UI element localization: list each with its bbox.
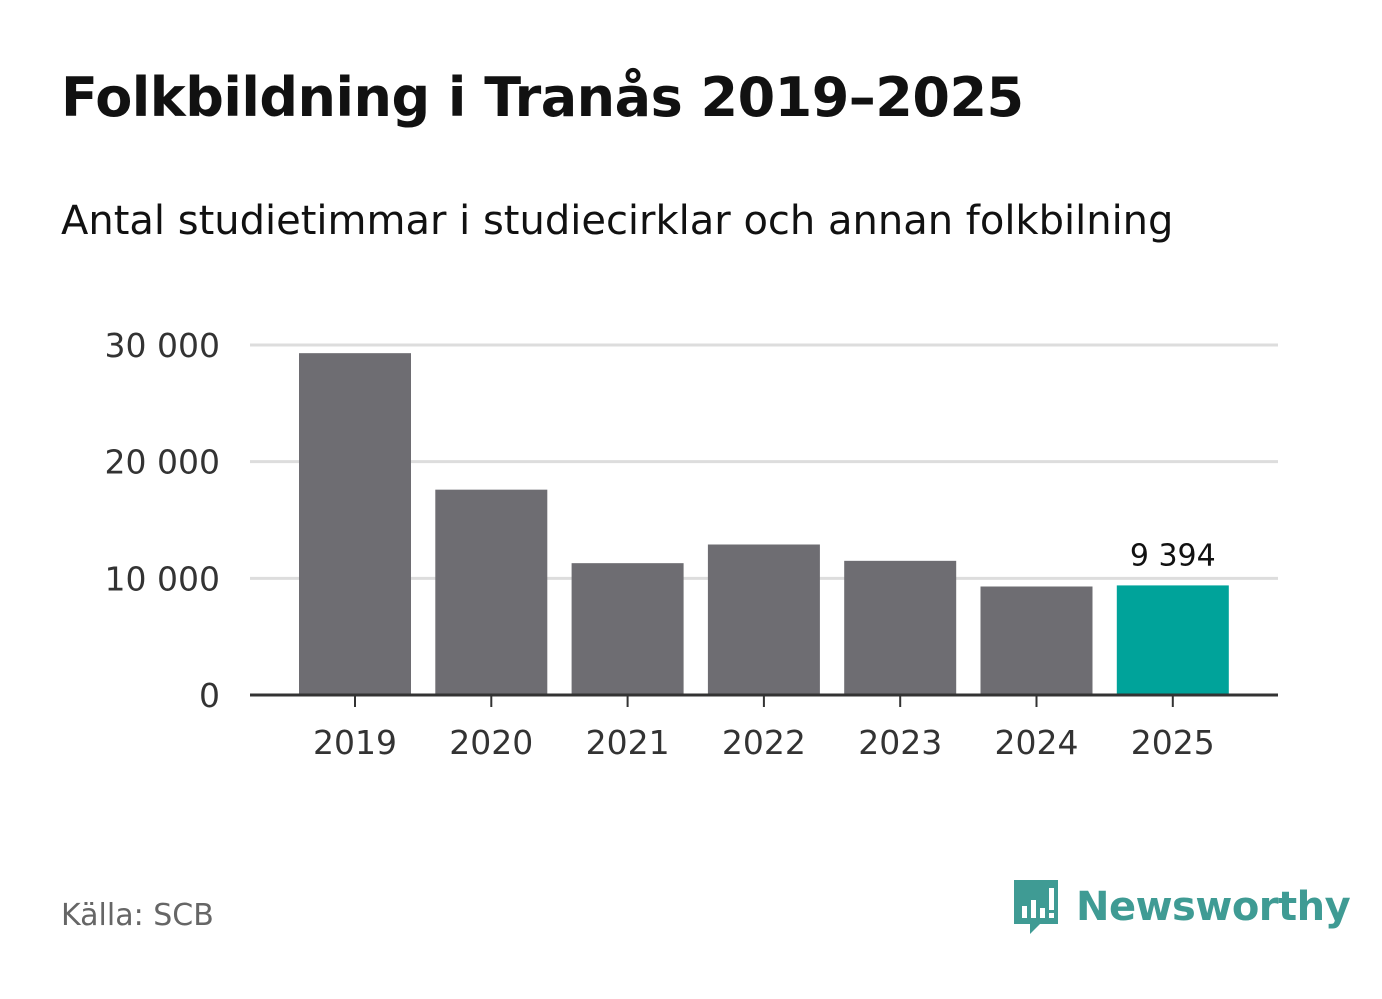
data-label: 9 394 [1130,538,1216,573]
y-axis-ticks: 0 10 000 20 000 30 000 [105,326,220,715]
y-tick-label: 10 000 [105,559,220,598]
y-tick-label: 30 000 [105,326,220,365]
x-tick-label: 2021 [586,723,670,762]
bar-2021 [571,563,684,695]
bar-2022 [707,544,820,695]
source-note: Källa: SCB [61,898,214,933]
x-tick-label: 2022 [722,723,806,762]
bar-2019 [299,353,411,695]
bars [299,353,1229,695]
x-axis-ticks: 2019 2020 2021 2022 2023 2024 2025 [313,695,1215,762]
y-tick-label: 0 [199,676,220,715]
bar-2020 [435,489,548,695]
bar-2025 [1116,585,1229,695]
x-tick-label: 2025 [1131,723,1215,762]
x-tick-label: 2024 [995,723,1079,762]
y-tick-label: 20 000 [105,443,220,482]
brand-name: Newsworthy [1076,884,1351,930]
chart-subtitle: Antal studietimmar i studiecirklar och a… [61,198,1174,244]
bar-2024 [980,586,1093,695]
x-tick-label: 2019 [313,723,397,762]
data-labels: 9 394 [1130,538,1216,573]
x-tick-label: 2023 [858,723,942,762]
brand-logo: Newsworthy [1010,876,1351,938]
x-tick-label: 2020 [449,723,533,762]
bar-2023 [844,560,957,695]
chart-title: Folkbildning i Tranås 2019–2025 [61,66,1024,129]
bar-chart-speech-bubble-icon [1014,880,1058,934]
